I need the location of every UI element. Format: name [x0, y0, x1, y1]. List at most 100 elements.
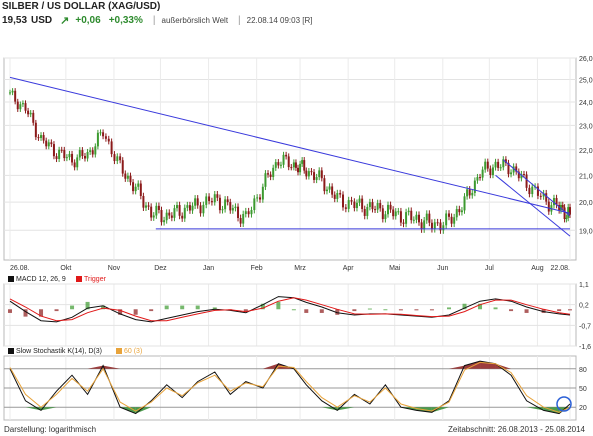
macd-histogram-bar: [335, 309, 340, 315]
candle-body: [194, 198, 197, 206]
candle-body: [339, 193, 342, 195]
candle-body: [279, 164, 282, 166]
candle-body: [137, 183, 140, 187]
stoch-k-line: [9, 360, 571, 415]
candle-body: [489, 168, 492, 176]
instrument-title: SILBER / US DOLLAR (XAG/USD): [2, 1, 161, 12]
candle-body: [183, 207, 186, 219]
candle-body: [448, 213, 451, 217]
macd-histogram-bar: [85, 301, 90, 310]
candle-body: [494, 161, 497, 168]
candle-body: [65, 157, 68, 159]
macd-histogram-bar: [180, 305, 185, 310]
candle-body: [320, 170, 323, 179]
candle-body: [376, 203, 379, 210]
candle-body: [358, 198, 361, 203]
candle-body: [552, 198, 555, 206]
price-tick-label: 26,0: [579, 56, 593, 63]
macd-histogram-bar: [478, 303, 483, 310]
candle-body: [520, 174, 523, 179]
candle-body: [471, 192, 474, 196]
candle-body: [307, 171, 310, 177]
candle-body: [119, 156, 122, 161]
candle-body: [528, 187, 531, 195]
candle-body: [247, 211, 250, 215]
candle-body: [569, 207, 571, 215]
x-tick-label: 22.08.: [551, 265, 571, 272]
candle-body: [361, 198, 364, 209]
candle-body: [139, 183, 142, 196]
legend-swatch-trigger: [76, 276, 82, 282]
candle-body: [394, 211, 397, 217]
candle-body: [126, 175, 129, 179]
candle-body: [244, 211, 247, 215]
candle-body: [342, 194, 345, 208]
macd-histogram-bar: [260, 303, 265, 310]
candle-body: [224, 199, 227, 210]
overbought-zone: [495, 363, 512, 369]
x-tick-label: Okt: [60, 265, 71, 272]
candle-body: [399, 211, 402, 223]
candle-body: [473, 180, 476, 193]
x-tick-label: 26.08.: [10, 265, 30, 272]
candle-body: [226, 199, 229, 203]
macd-histogram-bar: [70, 305, 75, 310]
candle-body: [439, 222, 442, 231]
candle-body: [107, 138, 110, 142]
candle-body: [16, 101, 19, 110]
candle-body: [305, 170, 308, 177]
period-label: Zeitabschnitt: 26.08.2013 - 25.08.2014: [448, 425, 585, 434]
candle-body: [507, 162, 510, 175]
separator: |: [238, 14, 241, 26]
candle-body: [32, 112, 35, 123]
x-tick-label: Apr: [343, 265, 355, 272]
candle-body: [132, 182, 135, 192]
candle-body: [331, 186, 334, 195]
macd-histogram-bar: [367, 308, 372, 310]
candle-body: [47, 142, 50, 147]
oversold-zone: [337, 407, 355, 411]
candle-body: [318, 170, 321, 178]
x-tick-label: Nov: [108, 265, 121, 272]
stoch-tick-label: 20: [579, 405, 587, 412]
candle-body: [292, 162, 295, 168]
candle-body: [325, 189, 328, 192]
candle-body: [442, 225, 445, 231]
candle-body: [303, 160, 306, 171]
candle-body: [86, 151, 89, 159]
trigger-line: [9, 297, 571, 322]
candle-body: [497, 161, 500, 168]
candle-body: [315, 177, 318, 180]
macd-histogram-bar: [319, 309, 324, 313]
candle-body: [563, 207, 566, 220]
candle-body: [515, 166, 518, 172]
overbought-zone: [87, 365, 104, 369]
macd-histogram-bar: [195, 305, 200, 310]
candle-body: [45, 140, 48, 147]
candle-body: [89, 150, 92, 152]
candle-body: [163, 220, 166, 223]
legend-swatch-stoch-k: [8, 348, 14, 354]
macd-histogram-bar: [493, 307, 498, 310]
x-tick-label: Mai: [389, 265, 401, 272]
candle-body: [539, 195, 542, 197]
candle-body: [545, 193, 548, 202]
candle-body: [256, 197, 259, 199]
candle-body: [484, 161, 487, 170]
macd-histogram-bar: [54, 309, 59, 312]
candle-body: [253, 198, 256, 211]
candle-body: [299, 163, 302, 173]
candle-body: [124, 173, 127, 179]
candle-body: [218, 197, 221, 211]
macd-histogram-bar: [462, 303, 467, 310]
candle-body: [481, 169, 484, 178]
change-absolute: +0,06: [75, 14, 101, 26]
overbought-zone: [464, 361, 481, 369]
candle-body: [199, 205, 202, 214]
candle-body: [366, 207, 369, 216]
legend-trigger: Trigger: [84, 276, 107, 283]
candle-body: [479, 177, 482, 179]
candle-body: [259, 197, 262, 200]
candle-body: [165, 212, 168, 221]
